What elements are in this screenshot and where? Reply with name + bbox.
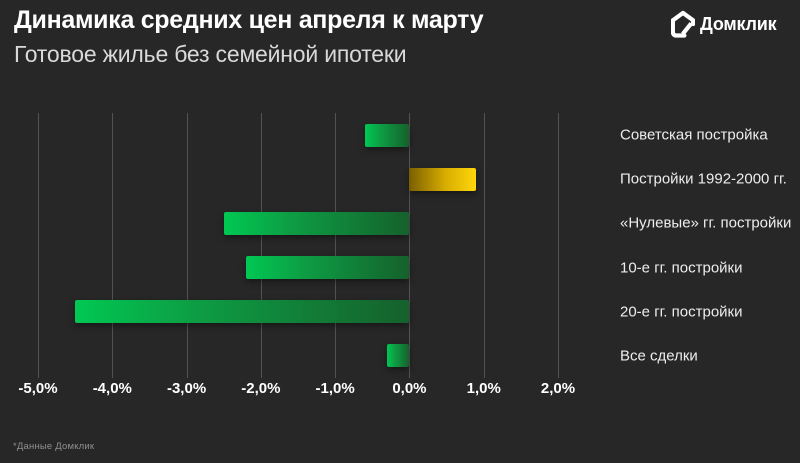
x-axis-tick-label: 1,0% — [466, 380, 501, 397]
x-axis-tick-label: -3,0% — [166, 380, 207, 397]
category-label: Советская постройка — [620, 126, 768, 144]
gridline — [335, 113, 337, 378]
gridline — [409, 113, 411, 378]
x-axis-tick-label: -5,0% — [18, 380, 58, 397]
chart-bar — [409, 167, 477, 191]
domclick-house-icon — [671, 10, 695, 38]
domclick-logo-text: Домклик — [700, 13, 777, 34]
category-labels-column: Советская постройка Постройки 1992-2000 г… — [620, 113, 796, 378]
category-label: 10-е гг. постройки — [620, 259, 743, 277]
gridline — [260, 113, 262, 378]
x-axis-tick-label: 2,0% — [540, 380, 576, 397]
x-axis-tick-label: -4,0% — [92, 380, 132, 397]
gridline — [38, 113, 39, 378]
gridline — [186, 113, 188, 378]
category-label: 20-е гг. постройки — [620, 303, 743, 321]
chart-bar — [364, 123, 410, 147]
page-subtitle: Готовое жилье без семейной ипотеки — [14, 41, 407, 67]
gridline — [483, 113, 485, 378]
category-label: Постройки 1992-2000 гг. — [620, 170, 787, 188]
category-label: «Нулевые» гг. постройки — [620, 214, 792, 232]
x-axis-tick-label: 0,0% — [392, 380, 427, 397]
chart-bar — [223, 211, 410, 235]
x-axis: -5,0% -4,0% -3,0% -2,0% -1,0% 0,0% 1,0% 2,0% — [18, 380, 575, 400]
chart-bar — [387, 344, 410, 368]
gridline — [112, 113, 114, 378]
gridline — [558, 113, 559, 378]
data-source-footnote: *Данные Домклик — [13, 441, 95, 452]
page-title: Динамика средних цен апреля к марту — [14, 6, 484, 34]
chart-bar — [75, 300, 410, 324]
category-label: Все сделки — [620, 347, 698, 365]
bar-chart-plot-area — [38, 113, 559, 378]
x-axis-tick-label: -1,0% — [315, 380, 355, 397]
chart-bar — [246, 256, 410, 280]
domclick-logo: Домклик — [671, 9, 777, 39]
x-axis-tick-label: -2,0% — [241, 380, 281, 397]
